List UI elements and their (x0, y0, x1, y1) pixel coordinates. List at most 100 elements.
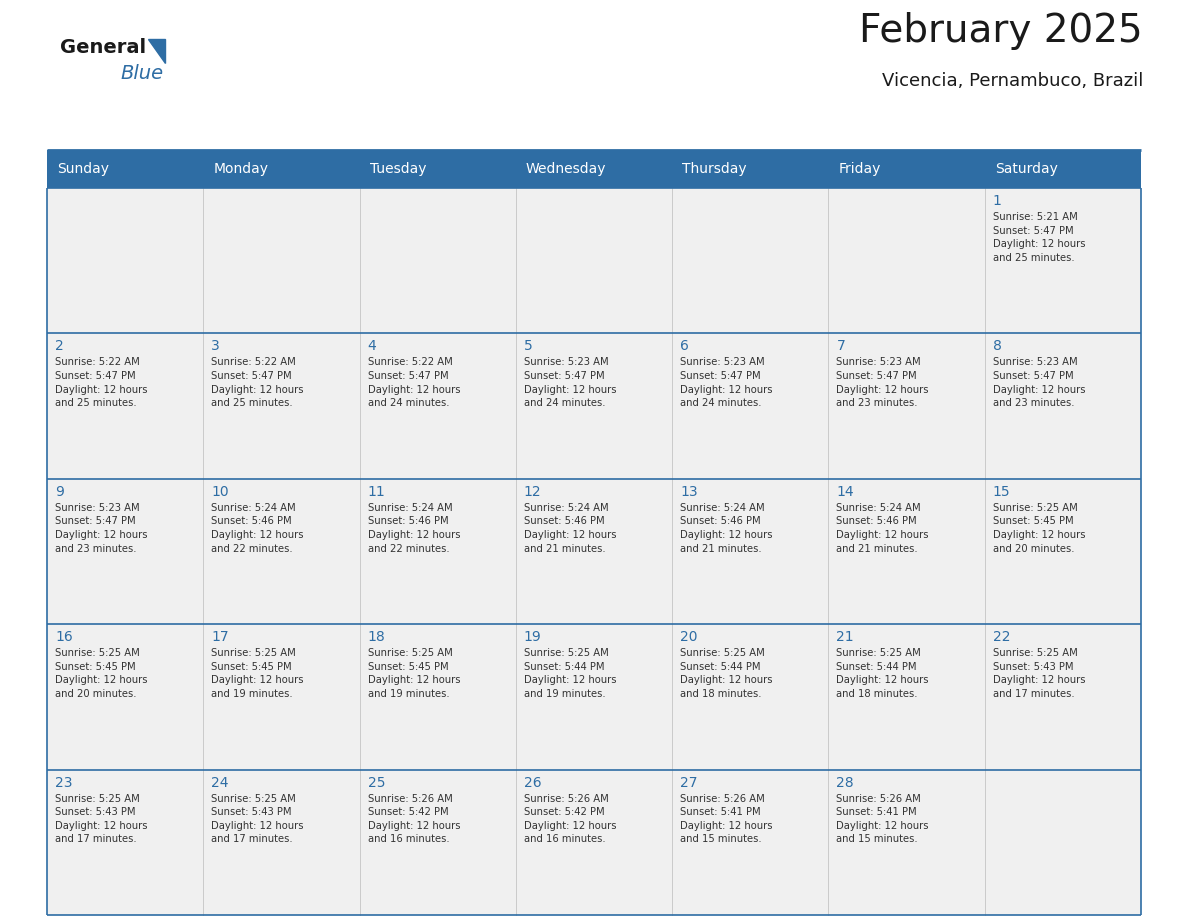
Bar (203, 769, 360, 915)
Text: Sunrise: 5:24 AM
Sunset: 5:46 PM
Daylight: 12 hours
and 21 minutes.: Sunrise: 5:24 AM Sunset: 5:46 PM Dayligh… (524, 503, 617, 554)
Text: Friday: Friday (839, 162, 880, 176)
Text: Sunrise: 5:23 AM
Sunset: 5:47 PM
Daylight: 12 hours
and 23 minutes.: Sunrise: 5:23 AM Sunset: 5:47 PM Dayligh… (55, 503, 147, 554)
Bar (828, 188, 985, 333)
Text: Sunrise: 5:25 AM
Sunset: 5:45 PM
Daylight: 12 hours
and 19 minutes.: Sunrise: 5:25 AM Sunset: 5:45 PM Dayligh… (211, 648, 304, 699)
Text: Sunrise: 5:24 AM
Sunset: 5:46 PM
Daylight: 12 hours
and 22 minutes.: Sunrise: 5:24 AM Sunset: 5:46 PM Dayligh… (211, 503, 304, 554)
Text: 24: 24 (211, 776, 229, 789)
Text: 9: 9 (55, 485, 64, 498)
Bar (203, 333, 360, 479)
Text: Sunrise: 5:25 AM
Sunset: 5:43 PM
Daylight: 12 hours
and 17 minutes.: Sunrise: 5:25 AM Sunset: 5:43 PM Dayligh… (55, 793, 147, 845)
Text: Sunrise: 5:26 AM
Sunset: 5:41 PM
Daylight: 12 hours
and 15 minutes.: Sunrise: 5:26 AM Sunset: 5:41 PM Dayligh… (681, 793, 772, 845)
Text: 16: 16 (55, 630, 72, 644)
Text: Sunrise: 5:22 AM
Sunset: 5:47 PM
Daylight: 12 hours
and 25 minutes.: Sunrise: 5:22 AM Sunset: 5:47 PM Dayligh… (55, 357, 147, 409)
Text: 21: 21 (836, 630, 854, 644)
Bar (48, 479, 203, 624)
Text: Sunrise: 5:25 AM
Sunset: 5:45 PM
Daylight: 12 hours
and 19 minutes.: Sunrise: 5:25 AM Sunset: 5:45 PM Dayligh… (367, 648, 460, 699)
Bar (672, 333, 828, 479)
Text: Sunrise: 5:26 AM
Sunset: 5:41 PM
Daylight: 12 hours
and 15 minutes.: Sunrise: 5:26 AM Sunset: 5:41 PM Dayligh… (836, 793, 929, 845)
Bar (516, 769, 672, 915)
Text: 17: 17 (211, 630, 229, 644)
Text: 20: 20 (681, 630, 697, 644)
Bar (985, 188, 1140, 333)
Text: 7: 7 (836, 340, 845, 353)
Bar (985, 624, 1140, 769)
Text: 22: 22 (993, 630, 1010, 644)
Text: Sunrise: 5:21 AM
Sunset: 5:47 PM
Daylight: 12 hours
and 25 minutes.: Sunrise: 5:21 AM Sunset: 5:47 PM Dayligh… (993, 212, 1085, 263)
Text: 23: 23 (55, 776, 72, 789)
Text: Sunrise: 5:25 AM
Sunset: 5:43 PM
Daylight: 12 hours
and 17 minutes.: Sunrise: 5:25 AM Sunset: 5:43 PM Dayligh… (993, 648, 1085, 699)
Text: 11: 11 (367, 485, 385, 498)
Bar (828, 479, 985, 624)
Text: 8: 8 (993, 340, 1001, 353)
Bar (203, 624, 360, 769)
Text: Sunrise: 5:26 AM
Sunset: 5:42 PM
Daylight: 12 hours
and 16 minutes.: Sunrise: 5:26 AM Sunset: 5:42 PM Dayligh… (524, 793, 617, 845)
Text: Sunrise: 5:24 AM
Sunset: 5:46 PM
Daylight: 12 hours
and 21 minutes.: Sunrise: 5:24 AM Sunset: 5:46 PM Dayligh… (681, 503, 772, 554)
Bar (48, 769, 203, 915)
Bar (985, 769, 1140, 915)
Bar (828, 769, 985, 915)
Bar (828, 624, 985, 769)
Text: Tuesday: Tuesday (369, 162, 426, 176)
Bar (48, 624, 203, 769)
Text: 12: 12 (524, 485, 542, 498)
Text: February 2025: February 2025 (859, 12, 1143, 50)
Text: Sunrise: 5:25 AM
Sunset: 5:44 PM
Daylight: 12 hours
and 18 minutes.: Sunrise: 5:25 AM Sunset: 5:44 PM Dayligh… (681, 648, 772, 699)
Bar (360, 769, 516, 915)
Bar (48, 333, 203, 479)
Text: Sunrise: 5:23 AM
Sunset: 5:47 PM
Daylight: 12 hours
and 23 minutes.: Sunrise: 5:23 AM Sunset: 5:47 PM Dayligh… (993, 357, 1085, 409)
Text: Sunrise: 5:25 AM
Sunset: 5:44 PM
Daylight: 12 hours
and 18 minutes.: Sunrise: 5:25 AM Sunset: 5:44 PM Dayligh… (836, 648, 929, 699)
Text: 1: 1 (993, 194, 1001, 208)
Text: 14: 14 (836, 485, 854, 498)
Text: Sunrise: 5:23 AM
Sunset: 5:47 PM
Daylight: 12 hours
and 23 minutes.: Sunrise: 5:23 AM Sunset: 5:47 PM Dayligh… (836, 357, 929, 409)
Bar (48, 150, 1140, 188)
Text: 27: 27 (681, 776, 697, 789)
Text: 10: 10 (211, 485, 229, 498)
Text: 5: 5 (524, 340, 532, 353)
Text: 18: 18 (367, 630, 385, 644)
Bar (48, 188, 203, 333)
Bar (672, 769, 828, 915)
Text: Sunrise: 5:24 AM
Sunset: 5:46 PM
Daylight: 12 hours
and 22 minutes.: Sunrise: 5:24 AM Sunset: 5:46 PM Dayligh… (367, 503, 460, 554)
Text: Sunrise: 5:25 AM
Sunset: 5:45 PM
Daylight: 12 hours
and 20 minutes.: Sunrise: 5:25 AM Sunset: 5:45 PM Dayligh… (993, 503, 1085, 554)
Bar (203, 188, 360, 333)
Polygon shape (148, 39, 165, 63)
Text: Saturday: Saturday (994, 162, 1057, 176)
Bar (360, 624, 516, 769)
Bar (360, 479, 516, 624)
Bar (828, 333, 985, 479)
Bar (985, 333, 1140, 479)
Bar (672, 624, 828, 769)
Bar (516, 333, 672, 479)
Text: Blue: Blue (120, 64, 163, 83)
Text: 25: 25 (367, 776, 385, 789)
Bar (516, 479, 672, 624)
Bar (360, 188, 516, 333)
Bar (203, 479, 360, 624)
Bar (360, 333, 516, 479)
Text: 19: 19 (524, 630, 542, 644)
Text: Sunrise: 5:25 AM
Sunset: 5:44 PM
Daylight: 12 hours
and 19 minutes.: Sunrise: 5:25 AM Sunset: 5:44 PM Dayligh… (524, 648, 617, 699)
Text: Sunrise: 5:22 AM
Sunset: 5:47 PM
Daylight: 12 hours
and 25 minutes.: Sunrise: 5:22 AM Sunset: 5:47 PM Dayligh… (211, 357, 304, 409)
Text: Sunrise: 5:26 AM
Sunset: 5:42 PM
Daylight: 12 hours
and 16 minutes.: Sunrise: 5:26 AM Sunset: 5:42 PM Dayligh… (367, 793, 460, 845)
Bar (672, 188, 828, 333)
Text: 3: 3 (211, 340, 220, 353)
Text: Sunrise: 5:23 AM
Sunset: 5:47 PM
Daylight: 12 hours
and 24 minutes.: Sunrise: 5:23 AM Sunset: 5:47 PM Dayligh… (524, 357, 617, 409)
Text: Vicencia, Pernambuco, Brazil: Vicencia, Pernambuco, Brazil (881, 72, 1143, 90)
Text: Sunrise: 5:22 AM
Sunset: 5:47 PM
Daylight: 12 hours
and 24 minutes.: Sunrise: 5:22 AM Sunset: 5:47 PM Dayligh… (367, 357, 460, 409)
Text: 26: 26 (524, 776, 542, 789)
Text: 2: 2 (55, 340, 64, 353)
Text: General: General (61, 38, 146, 57)
Bar (516, 624, 672, 769)
Text: 15: 15 (993, 485, 1010, 498)
Text: 4: 4 (367, 340, 377, 353)
Bar (516, 188, 672, 333)
Text: Monday: Monday (214, 162, 268, 176)
Bar (985, 479, 1140, 624)
Text: 28: 28 (836, 776, 854, 789)
Text: Sunrise: 5:23 AM
Sunset: 5:47 PM
Daylight: 12 hours
and 24 minutes.: Sunrise: 5:23 AM Sunset: 5:47 PM Dayligh… (681, 357, 772, 409)
Text: Sunrise: 5:24 AM
Sunset: 5:46 PM
Daylight: 12 hours
and 21 minutes.: Sunrise: 5:24 AM Sunset: 5:46 PM Dayligh… (836, 503, 929, 554)
Text: 13: 13 (681, 485, 697, 498)
Text: Thursday: Thursday (682, 162, 747, 176)
Text: 6: 6 (681, 340, 689, 353)
Text: Wednesday: Wednesday (526, 162, 606, 176)
